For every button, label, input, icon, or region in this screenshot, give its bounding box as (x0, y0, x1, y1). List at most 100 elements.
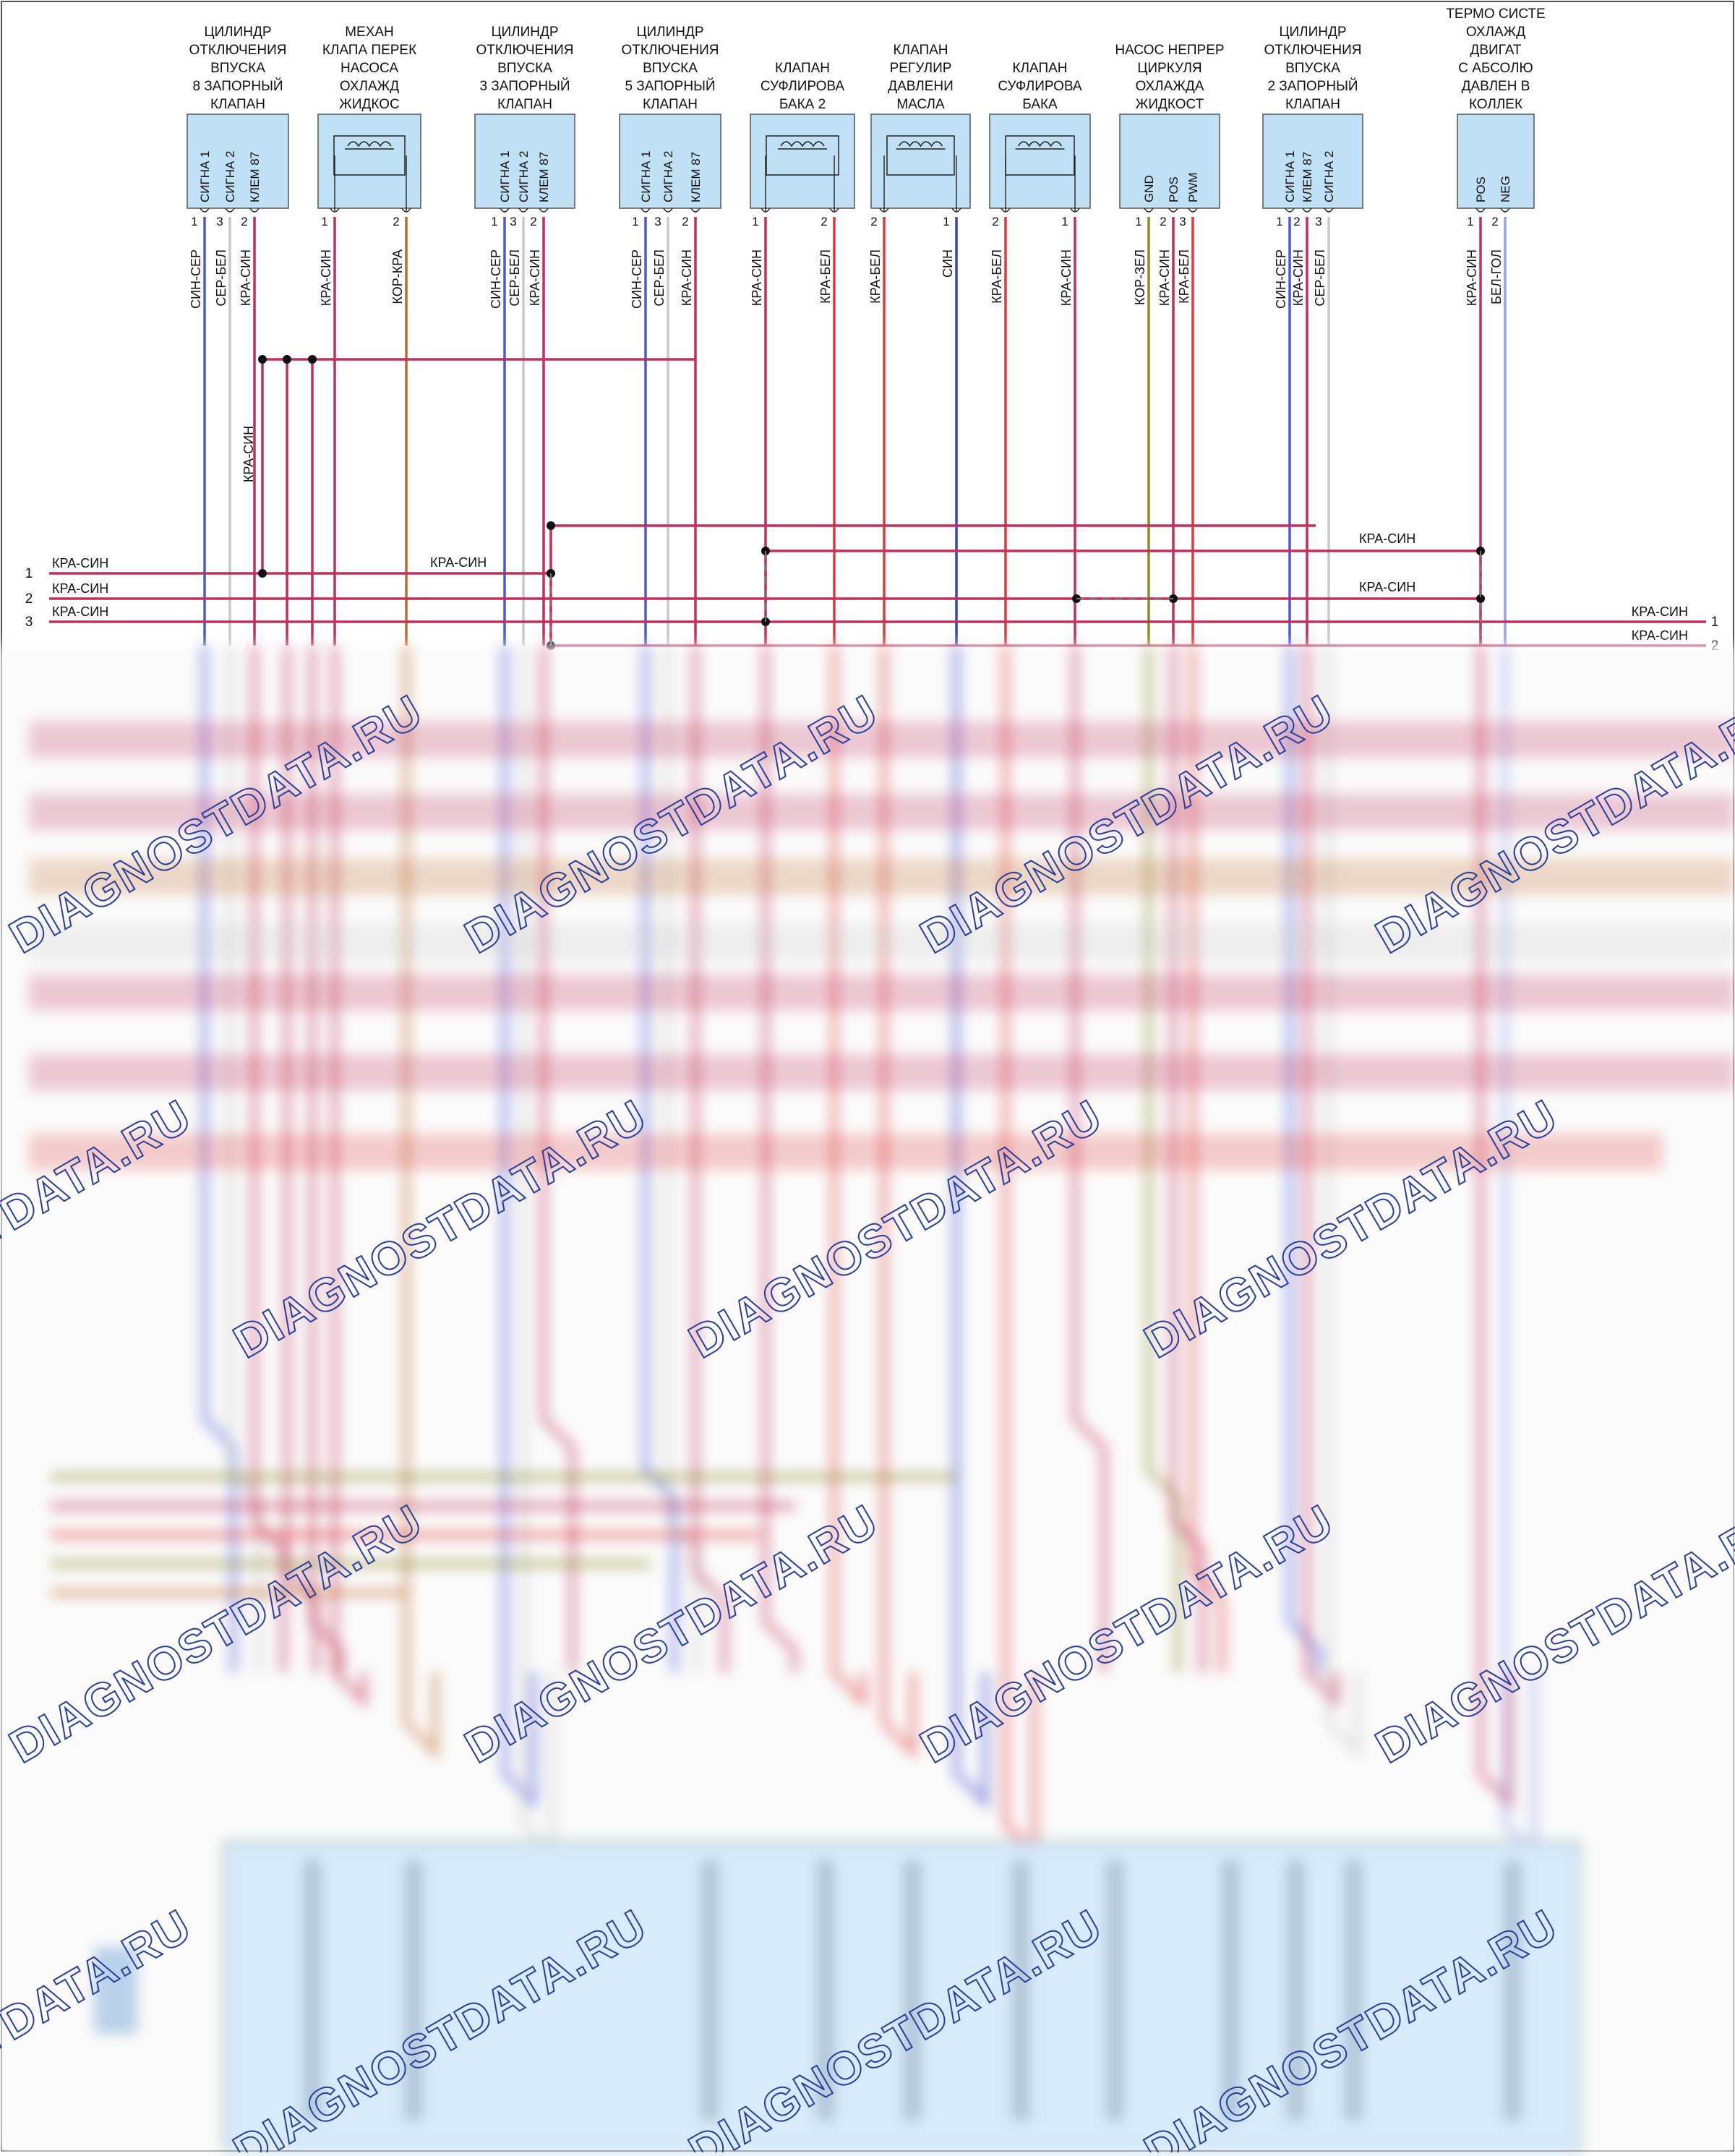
component-title-line: КЛАПАН (497, 97, 552, 112)
blurred-wire (1071, 646, 1108, 1672)
coil-icon (1017, 141, 1063, 147)
coil-frame (766, 135, 839, 176)
pin-number: 1 (1061, 215, 1068, 228)
pin-name: СИГНА 2 (517, 151, 531, 203)
watermark-text: DIAGNOSTDATA.RU (0, 1090, 200, 1368)
component-title-line: ДАВЛЕНИ (888, 79, 954, 94)
blurred-connector (94, 1947, 137, 2034)
blurred-wire (953, 646, 989, 1810)
component-title-line: КЛАПАН (893, 43, 948, 58)
wire-label: КРА-СИН (750, 249, 764, 306)
pin-terminal (1070, 208, 1080, 213)
wire-label: БЕЛ-ГОЛ (1489, 249, 1504, 304)
connector-box (619, 114, 721, 209)
pin-number: 1 (632, 215, 638, 228)
component-title-line: КЛАПАН (643, 97, 698, 112)
wire-label: КРА-СИН (1465, 249, 1479, 306)
component-title-line: КЛАПАН (1285, 97, 1340, 112)
watermark-text: DIAGNOSTDATA.RU (1136, 1899, 1567, 2152)
wire-label: КРА-СИН (1059, 249, 1074, 306)
pin-terminal (663, 208, 673, 213)
blurred-pin-text (405, 1860, 422, 2121)
blurred-wire (540, 646, 576, 1672)
component-title-line: КЛАПА ПЕРЕК (322, 43, 416, 58)
pin-number: 1 (1135, 215, 1141, 228)
pin-number: 2 (682, 215, 688, 228)
blurred-band (29, 924, 1735, 960)
pin-terminal (500, 208, 510, 213)
component-title-line: ОТКЛЮЧЕНИЯ (622, 43, 719, 58)
blurred-pin-text (1222, 1860, 1239, 2121)
pin-terminal (1302, 208, 1312, 213)
blurred-wire (1303, 646, 1340, 1709)
watermark-text: DIAGNOSTDATA.RU (1136, 1090, 1567, 1368)
pin-terminal (1500, 208, 1510, 213)
wire-label: КРА-СИН (1291, 249, 1306, 306)
component-title-line: С АБСОЛЮ (1458, 61, 1533, 76)
blurred-wire (283, 646, 320, 1672)
blurred-band (29, 975, 1735, 1011)
wire-label: СИН-СЕР (189, 249, 203, 309)
blurred-wire (201, 646, 237, 1672)
pin-terminal (1001, 208, 1011, 213)
bus-left-label: КРА-СИН (52, 604, 108, 619)
component-title-line: ДВИГАТ (1470, 43, 1521, 58)
pin-number: 3 (1315, 215, 1321, 228)
blurred-lower-diagram (0, 646, 1735, 2154)
pin-terminal (829, 208, 839, 213)
component-title-line: ВПУСКА (643, 61, 698, 76)
pin-number: 2 (821, 215, 827, 228)
coil-icon (780, 141, 825, 147)
blurred-pin-text (1345, 1860, 1362, 2121)
blurred-pin-text (1287, 1860, 1304, 2121)
blurred-band (29, 1134, 1663, 1170)
pin-name: КЛЕМ 87 (537, 152, 551, 202)
wires: СИН-СЕР СЕР-БЕЛ КРА-СИН КРА-СИН КОР-КРА СИН-С… (189, 217, 1507, 646)
bus-mid-label: КРА-СИН (430, 555, 487, 570)
pin-name: СИГНА 1 (1283, 151, 1297, 203)
pin-name: NEG (1499, 176, 1512, 202)
pin-number: 3 (1179, 215, 1186, 228)
pin-number: 2 (1160, 215, 1166, 228)
component-title-line: ВПУСКА (1285, 61, 1340, 76)
wire-label: КОР-КРА (390, 249, 405, 304)
coil-icon (347, 141, 392, 147)
blurred-wire (1145, 646, 1181, 1672)
bus-left-number: 3 (25, 615, 33, 630)
junction-dot (1476, 594, 1485, 603)
bus-lines: 1КРА-СИН2КРА-СИН3КРА-СИН1КРА-СИН2КРА-СИН… (25, 521, 1719, 654)
pin-number: 3 (654, 215, 661, 228)
wire-label: КРА-БЕЛ (868, 249, 883, 304)
blurred-pin-text (304, 1860, 321, 2121)
pin-number: 1 (321, 215, 327, 228)
pin-name: POS (1474, 176, 1488, 202)
component-title-line: КЛАПАН (210, 97, 265, 112)
component-title-line: МЕХАН (345, 25, 394, 40)
wire-label: КРА-СИН (1157, 249, 1172, 306)
pin-number: 1 (191, 215, 197, 228)
watermark-text: DIAGNOSTDATA.RU (1, 1494, 432, 1773)
pin-name: СИГНА 1 (639, 151, 653, 203)
component-title-line: МАСЛА (896, 97, 945, 112)
blurred-wire (331, 646, 367, 1709)
pin-name: КЛЕМ 87 (1301, 152, 1314, 202)
bus-left-number: 2 (25, 591, 33, 607)
pin-number: 1 (943, 215, 949, 228)
component-title-line: ЦИРКУЛЯ (1137, 61, 1201, 76)
component-c2: МЕХАН КЛАПА ПЕРЕК НАСОСА ОХЛАЖД ЖИДКОС 1 2 (317, 25, 421, 228)
blurred-wire (692, 646, 728, 1672)
connector-box (1262, 114, 1363, 209)
component-title-line: ЦИЛИНДР (1279, 25, 1346, 40)
blurred-wire (1325, 646, 1361, 1760)
blurred-wire (1189, 646, 1225, 1672)
component-title-line: БАКА 2 (779, 97, 826, 112)
wire-label: КРА-СИН (239, 249, 253, 306)
bus-right-number: 1 (1711, 615, 1719, 630)
component-title-line: КОЛЛЕК (1469, 97, 1522, 112)
blurred-band (29, 794, 1735, 830)
pin-number: 2 (1491, 215, 1498, 228)
watermark-text: DIAGNOSTDATA.RU (225, 1090, 656, 1368)
component-c5: КЛАПАН СУФЛИРОВА БАКА 2 1 2 (750, 61, 855, 228)
pin-number: 2 (241, 215, 247, 228)
wire-label: КОР-ЗЕЛ (1133, 249, 1147, 305)
